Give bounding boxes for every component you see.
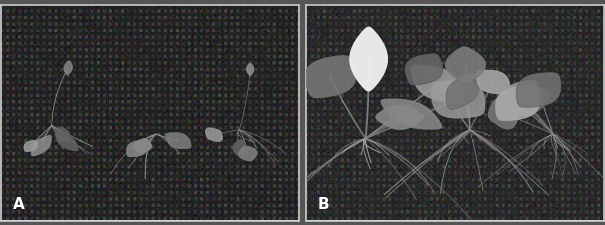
Polygon shape: [64, 61, 72, 74]
Polygon shape: [134, 139, 151, 153]
Polygon shape: [381, 99, 442, 129]
Polygon shape: [206, 128, 222, 141]
Polygon shape: [56, 133, 78, 151]
Polygon shape: [405, 54, 442, 85]
Polygon shape: [496, 86, 540, 120]
Polygon shape: [517, 73, 560, 107]
Polygon shape: [24, 141, 38, 151]
Polygon shape: [499, 80, 537, 115]
Polygon shape: [412, 65, 464, 103]
Polygon shape: [127, 141, 147, 156]
Polygon shape: [305, 56, 355, 98]
Polygon shape: [238, 146, 257, 161]
Polygon shape: [247, 63, 253, 75]
Polygon shape: [166, 133, 191, 148]
Polygon shape: [477, 70, 510, 93]
Polygon shape: [233, 140, 246, 155]
Text: B: B: [318, 197, 330, 212]
Polygon shape: [350, 27, 387, 91]
Polygon shape: [497, 86, 551, 115]
Text: A: A: [13, 197, 25, 212]
Polygon shape: [376, 105, 423, 129]
Polygon shape: [446, 74, 479, 110]
Polygon shape: [446, 47, 485, 83]
Polygon shape: [488, 98, 519, 129]
Polygon shape: [56, 127, 70, 141]
Polygon shape: [432, 80, 485, 118]
Polygon shape: [31, 136, 51, 156]
